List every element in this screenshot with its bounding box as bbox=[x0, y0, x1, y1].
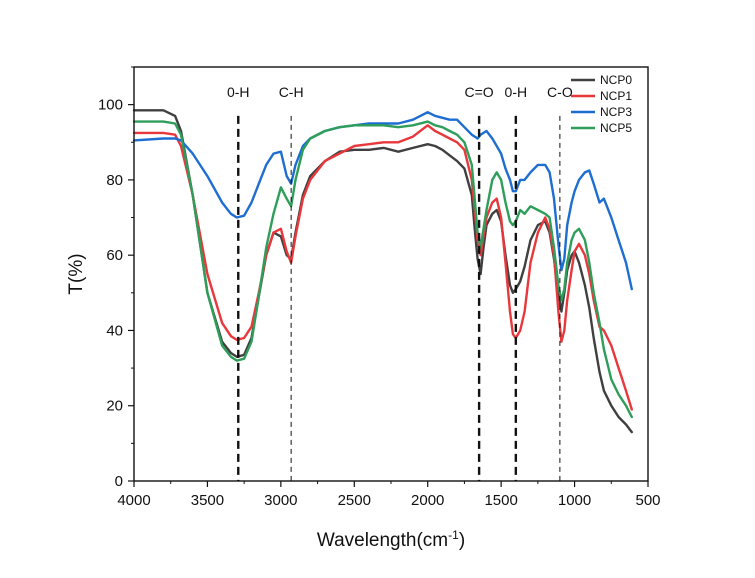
y-tick-label: 60 bbox=[106, 247, 123, 264]
x-tick-label: 1500 bbox=[484, 492, 517, 509]
x-tick-label: 4000 bbox=[117, 492, 150, 509]
legend-label: NCP3 bbox=[600, 105, 632, 119]
annotation-label: C-H bbox=[279, 84, 304, 100]
legend-label: NCP5 bbox=[600, 121, 632, 135]
legend: NCP0 NCP1 NCP3 NCP5 bbox=[571, 73, 632, 135]
x-tick-label: 3000 bbox=[264, 492, 297, 509]
annotation-label: 0-H bbox=[227, 84, 250, 100]
x-tick-label: 3500 bbox=[191, 492, 224, 509]
x-axis-title-suffix: ) bbox=[459, 530, 465, 551]
x-axis-title-sup: -1 bbox=[448, 528, 459, 542]
x-axis-ticks: 4000 3500 3000 2500 2000 1500 1000 500 bbox=[117, 481, 661, 509]
x-tick-label: 500 bbox=[635, 492, 660, 509]
series-group bbox=[132, 109, 633, 434]
y-tick-label: 100 bbox=[98, 97, 123, 114]
y-axis-ticks: 0 20 40 60 80 100 bbox=[98, 66, 134, 490]
annotation-label: C-O bbox=[547, 84, 573, 100]
x-tick-label: 2000 bbox=[411, 492, 444, 509]
legend-label: NCP0 bbox=[600, 73, 632, 87]
y-tick-label: 40 bbox=[106, 322, 123, 339]
x-axis-title-main: Wavelength(cm bbox=[317, 530, 448, 551]
y-axis-title: T(%) bbox=[66, 253, 87, 294]
annotation-group: 0-H C-H C=O 0-H C-O bbox=[227, 84, 573, 481]
y-tick-label: 20 bbox=[106, 398, 123, 415]
x-tick-label: 2500 bbox=[338, 492, 371, 509]
annotation-label: 0-H bbox=[505, 84, 528, 100]
series-line-ncp3 bbox=[132, 111, 633, 291]
x-tick-label: 1000 bbox=[558, 492, 591, 509]
legend-label: NCP1 bbox=[600, 89, 632, 103]
annotation-label: C=O bbox=[465, 84, 494, 100]
y-tick-label: 80 bbox=[106, 172, 123, 189]
x-axis-title: Wavelength(cm-1) bbox=[317, 528, 465, 551]
series-line-ncp5 bbox=[132, 120, 633, 419]
y-tick-label: 0 bbox=[115, 473, 123, 490]
